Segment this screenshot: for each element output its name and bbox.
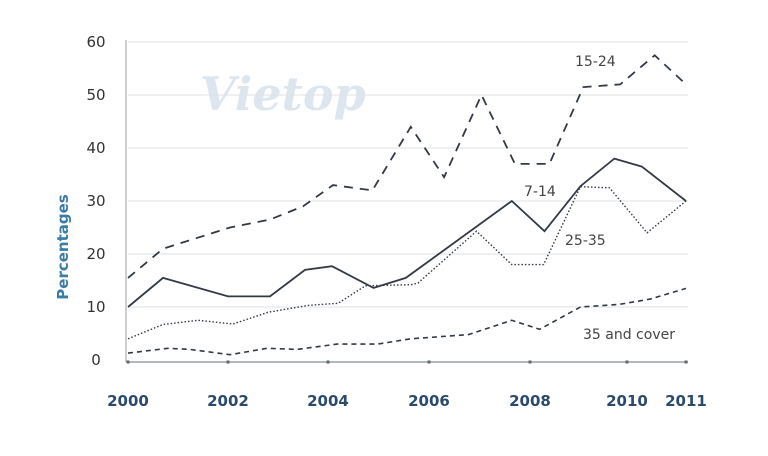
- x-tick-label: 2010: [606, 392, 648, 410]
- x-tick-label: 2008: [509, 392, 551, 410]
- x-tick-mark: [226, 360, 230, 364]
- y-tick-label: 10: [86, 298, 105, 316]
- series-label-25-35: 25-35: [565, 233, 606, 249]
- x-tick-mark: [126, 360, 130, 364]
- y-tick-label: 60: [86, 33, 105, 51]
- x-tick-labels: 2000 2002 2004 2006 2008 2010 2011: [107, 360, 707, 410]
- series-line-35-and-cover: [127, 287, 687, 356]
- y-tick-label: 40: [86, 139, 105, 157]
- series-label-35-and-cover: 35 and cover: [583, 327, 675, 343]
- x-tick-mark: [625, 360, 629, 364]
- y-tick-labels: 0 10 20 30 40 50 60: [86, 33, 105, 369]
- x-tick-label: 2002: [207, 392, 249, 410]
- x-tick-mark: [427, 360, 431, 364]
- x-tick-label: 2006: [408, 392, 450, 410]
- series-line-7-14: [127, 157, 687, 308]
- series-label-15-24: 15-24: [575, 54, 616, 70]
- series-line-25-35: [127, 185, 687, 340]
- series-line-15-24: [127, 54, 687, 279]
- watermark-logo: Vietop: [200, 67, 366, 121]
- y-tick-label: 30: [86, 192, 105, 210]
- x-tick-label: 2004: [307, 392, 349, 410]
- series-label-7-14: 7-14: [524, 184, 556, 200]
- x-tick-label: 2000: [107, 392, 149, 410]
- y-tick-label: 50: [86, 86, 105, 104]
- y-tick-label: 0: [91, 351, 101, 369]
- y-axis-label: Percentages: [54, 194, 72, 300]
- x-tick-mark: [528, 360, 532, 364]
- gridlines: [128, 41, 688, 308]
- x-tick-mark: [684, 360, 688, 364]
- x-tick-label: 2011: [665, 392, 707, 410]
- y-tick-label: 20: [86, 245, 105, 263]
- x-tick-mark: [326, 360, 330, 364]
- series-lines: [127, 54, 687, 356]
